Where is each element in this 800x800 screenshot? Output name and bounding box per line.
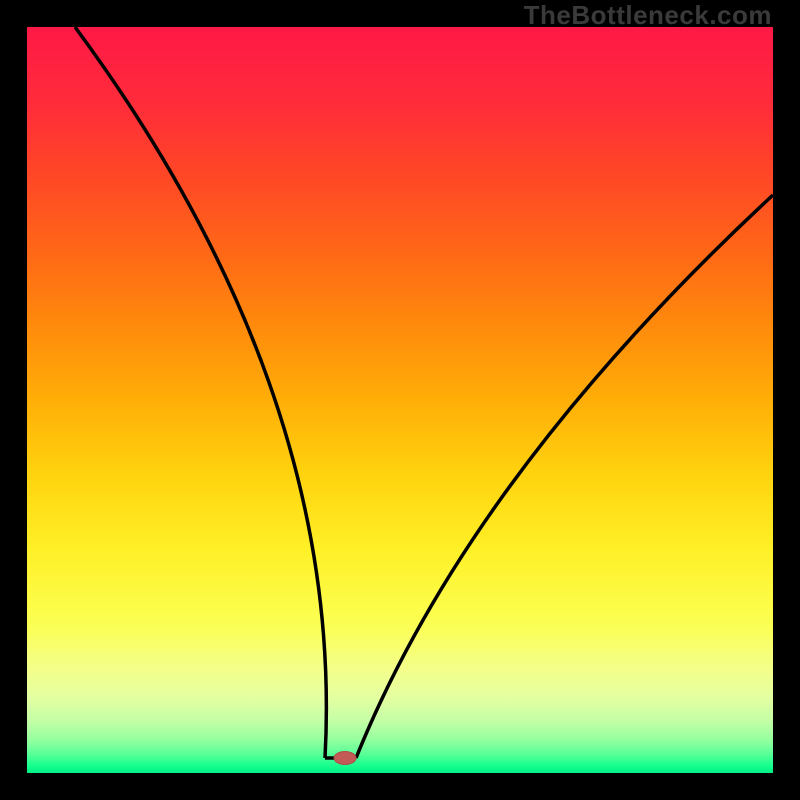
bottleneck-marker [334,752,356,765]
chart-svg [0,0,800,800]
chart-frame: TheBottleneck.com [0,0,800,800]
watermark-text: TheBottleneck.com [524,0,772,31]
